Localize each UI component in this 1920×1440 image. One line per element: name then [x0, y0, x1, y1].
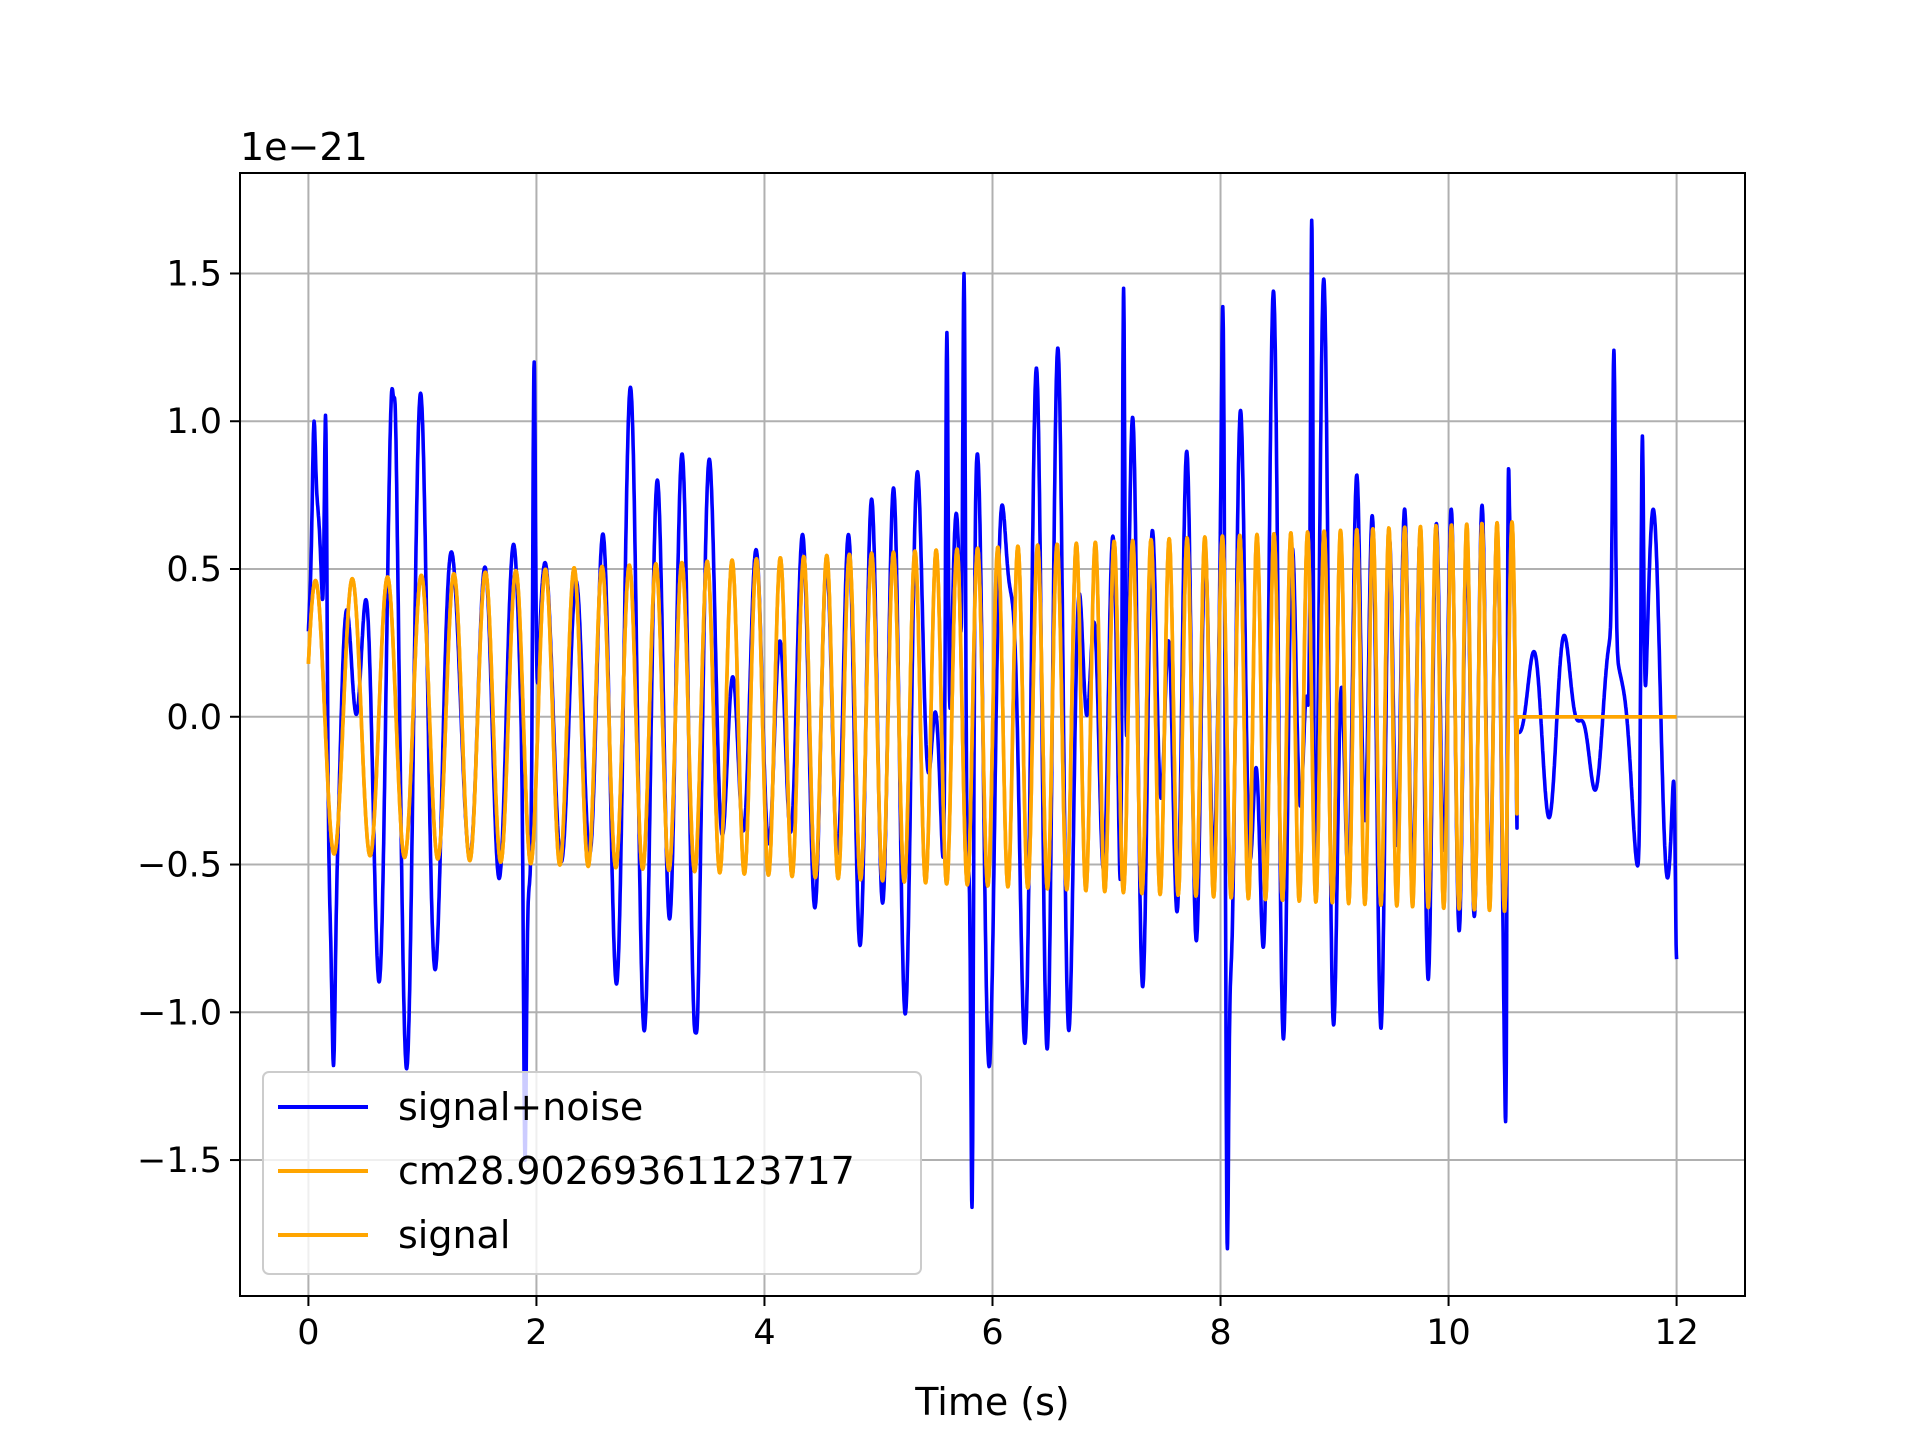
- x-axis-ticks: 0 2 4 6 8 10 12: [297, 1296, 1699, 1353]
- y-tick-label: 1.0: [166, 402, 222, 442]
- series-signal-line: [306, 520, 1679, 913]
- legend-label-signal: signal: [398, 1213, 510, 1257]
- x-tick-label: 8: [1209, 1313, 1231, 1353]
- y-tick-label: 0.5: [166, 550, 222, 590]
- legend-label-template: cm28.90269361123717: [398, 1149, 855, 1193]
- x-tick-label: 2: [525, 1313, 547, 1353]
- y-tick-label: 0.0: [166, 698, 222, 738]
- x-tick-label: 4: [753, 1313, 775, 1353]
- x-tick-label: 12: [1654, 1313, 1699, 1353]
- legend: signal+noise cm28.90269361123717 signal: [262, 1071, 922, 1275]
- y-tick-label: 1.5: [166, 254, 222, 294]
- x-axis-label: Time (s): [914, 1380, 1070, 1424]
- x-tick-label: 0: [297, 1313, 319, 1353]
- y-tick-label: −0.5: [137, 846, 222, 886]
- legend-box: [262, 1071, 922, 1275]
- y-tick-label: −1.0: [137, 993, 222, 1033]
- x-tick-label: 10: [1426, 1313, 1471, 1353]
- y-offset-label: 1e−21: [240, 125, 368, 169]
- y-axis-ticks: −1.5 −1.0 −0.5 0.0 0.5 1.0 1.5: [137, 254, 240, 1181]
- y-tick-label: −1.5: [137, 1141, 222, 1181]
- x-tick-label: 6: [981, 1313, 1003, 1353]
- legend-label-signal-noise: signal+noise: [398, 1085, 643, 1129]
- series-layer: [306, 218, 1679, 1251]
